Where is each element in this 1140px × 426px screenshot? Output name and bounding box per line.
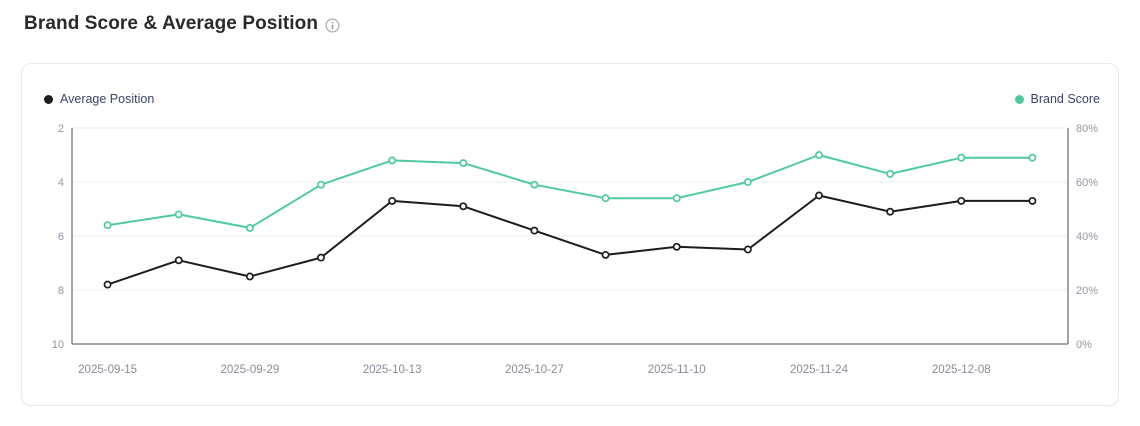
y-axis-right-tick: 40% [1076, 231, 1098, 243]
data-point-brand-score[interactable] [1028, 153, 1037, 162]
data-point-average-position[interactable] [245, 272, 254, 281]
series-line-brand-score [106, 154, 1034, 229]
x-axis-tick: 2025-10-13 [363, 364, 422, 376]
data-point-average-position[interactable] [388, 196, 397, 205]
y-axis-left-tick: 6 [58, 231, 64, 243]
y-axis-right-tick: 0% [1076, 339, 1092, 351]
x-axis-tick: 2025-10-27 [505, 364, 564, 376]
x-axis-tick: 2025-09-15 [78, 364, 137, 376]
data-point-brand-score[interactable] [957, 153, 966, 162]
data-point-average-position[interactable] [601, 250, 610, 259]
legend-item-average-position[interactable]: Average Position [44, 92, 154, 106]
data-point-average-position[interactable] [886, 207, 895, 216]
data-point-brand-score[interactable] [388, 156, 397, 165]
legend-label: Average Position [60, 92, 155, 106]
y-axis-right-tick: 60% [1076, 177, 1098, 189]
y-axis-left-tick: 2 [58, 123, 64, 135]
legend-label: Brand Score [1030, 92, 1100, 106]
data-point-average-position[interactable] [317, 253, 325, 262]
data-point-brand-score[interactable] [530, 180, 539, 189]
data-point-brand-score[interactable] [103, 221, 112, 230]
data-point-brand-score[interactable] [601, 194, 610, 203]
info-icon[interactable] [325, 17, 340, 33]
y-axis-left-tick: 10 [52, 339, 64, 351]
x-axis-tick: 2025-09-29 [220, 364, 279, 376]
y-axis-left-tick: 8 [58, 285, 64, 297]
y-axis-right-tick: 20% [1076, 285, 1098, 297]
legend-dot-brand-score [1014, 94, 1024, 104]
data-point-average-position[interactable] [957, 196, 966, 205]
data-point-average-position[interactable] [743, 245, 752, 254]
data-point-average-position[interactable] [103, 280, 112, 289]
page-title-row: Brand Score & Average Position [24, 13, 340, 35]
data-point-brand-score[interactable] [743, 178, 752, 186]
data-point-brand-score[interactable] [886, 169, 895, 178]
data-point-average-position[interactable] [1028, 196, 1037, 205]
data-point-brand-score[interactable] [174, 210, 183, 219]
legend-item-brand-score[interactable]: Brand Score [1014, 92, 1100, 106]
data-point-brand-score[interactable] [672, 194, 681, 203]
y-axis-left-tick: 4 [58, 177, 64, 189]
data-point-brand-score[interactable] [245, 223, 254, 232]
data-point-average-position[interactable] [815, 191, 823, 200]
x-axis-tick: 2025-12-08 [932, 364, 991, 376]
line-chart-canvas[interactable]: 2 4 6 8 10 80% 60% 40% 20% 0% 2025-09-15 2025-09-29… [22, 64, 1118, 405]
data-point-average-position[interactable] [672, 242, 681, 251]
series-line-average-position [106, 194, 1034, 286]
chart-card: 2 4 6 8 10 80% 60% 40% 20% 0% 2025-09-15 2025-09-29… [21, 63, 1119, 406]
legend-dot-average-position [44, 94, 53, 104]
data-point-brand-score[interactable] [459, 159, 468, 168]
data-point-brand-score[interactable] [317, 180, 325, 189]
x-axis-tick: 2025-11-24 [790, 364, 849, 376]
x-axis-tick: 2025-11-10 [648, 364, 706, 376]
data-point-average-position[interactable] [459, 202, 468, 211]
y-axis-right-tick: 80% [1076, 123, 1098, 135]
page-title: Brand Score & Average Position [24, 13, 319, 34]
data-point-brand-score[interactable] [815, 151, 823, 159]
data-point-average-position[interactable] [530, 226, 539, 235]
data-point-average-position[interactable] [174, 256, 183, 265]
